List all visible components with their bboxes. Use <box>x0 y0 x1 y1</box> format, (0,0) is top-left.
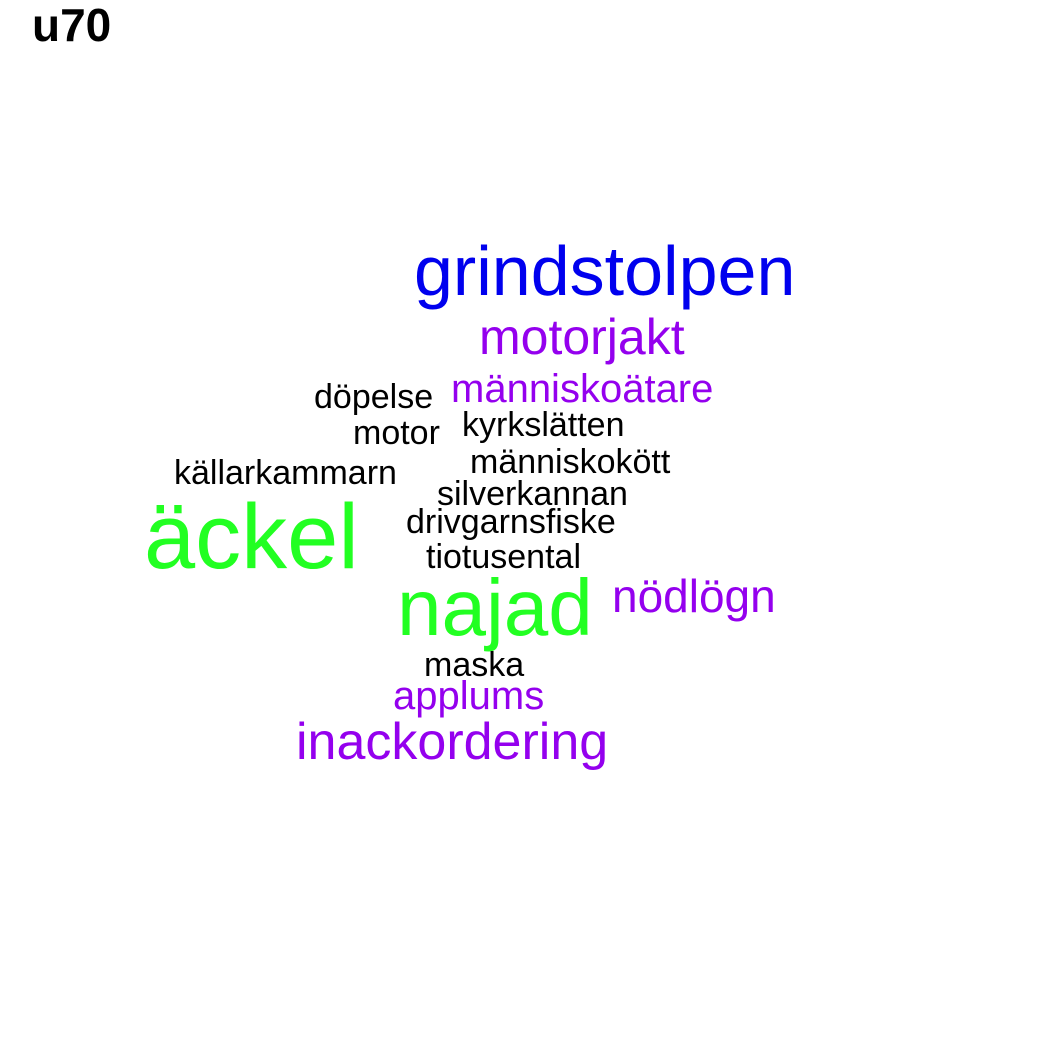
word-kallarkammarn: källarkammarn <box>174 454 397 492</box>
word-najad: najad <box>397 563 593 652</box>
word-manniskokott: människokött <box>470 443 671 481</box>
page-title: u70 <box>32 0 112 51</box>
word-inackordering: inackordering <box>296 713 609 771</box>
word-silverkannan: silverkannan <box>437 475 628 513</box>
word-nodlogn: nödlögn <box>612 570 776 622</box>
word-kyrkslatten: kyrkslätten <box>462 406 625 444</box>
word-manniskoatare: människoätare <box>451 367 714 411</box>
word-drivgarnsfiske: drivgarnsfiske <box>406 503 616 541</box>
word-motor: motor <box>353 414 440 452</box>
word-grindstolpen: grindstolpen <box>414 232 796 310</box>
word-tiotusental: tiotusental <box>426 538 581 576</box>
word-maska: maska <box>424 646 525 684</box>
word-applums: applums <box>393 674 545 718</box>
word-ackel: äckel <box>144 486 359 588</box>
word-dopelse: döpelse <box>314 378 434 416</box>
word-motorjakt: motorjakt <box>479 309 685 365</box>
